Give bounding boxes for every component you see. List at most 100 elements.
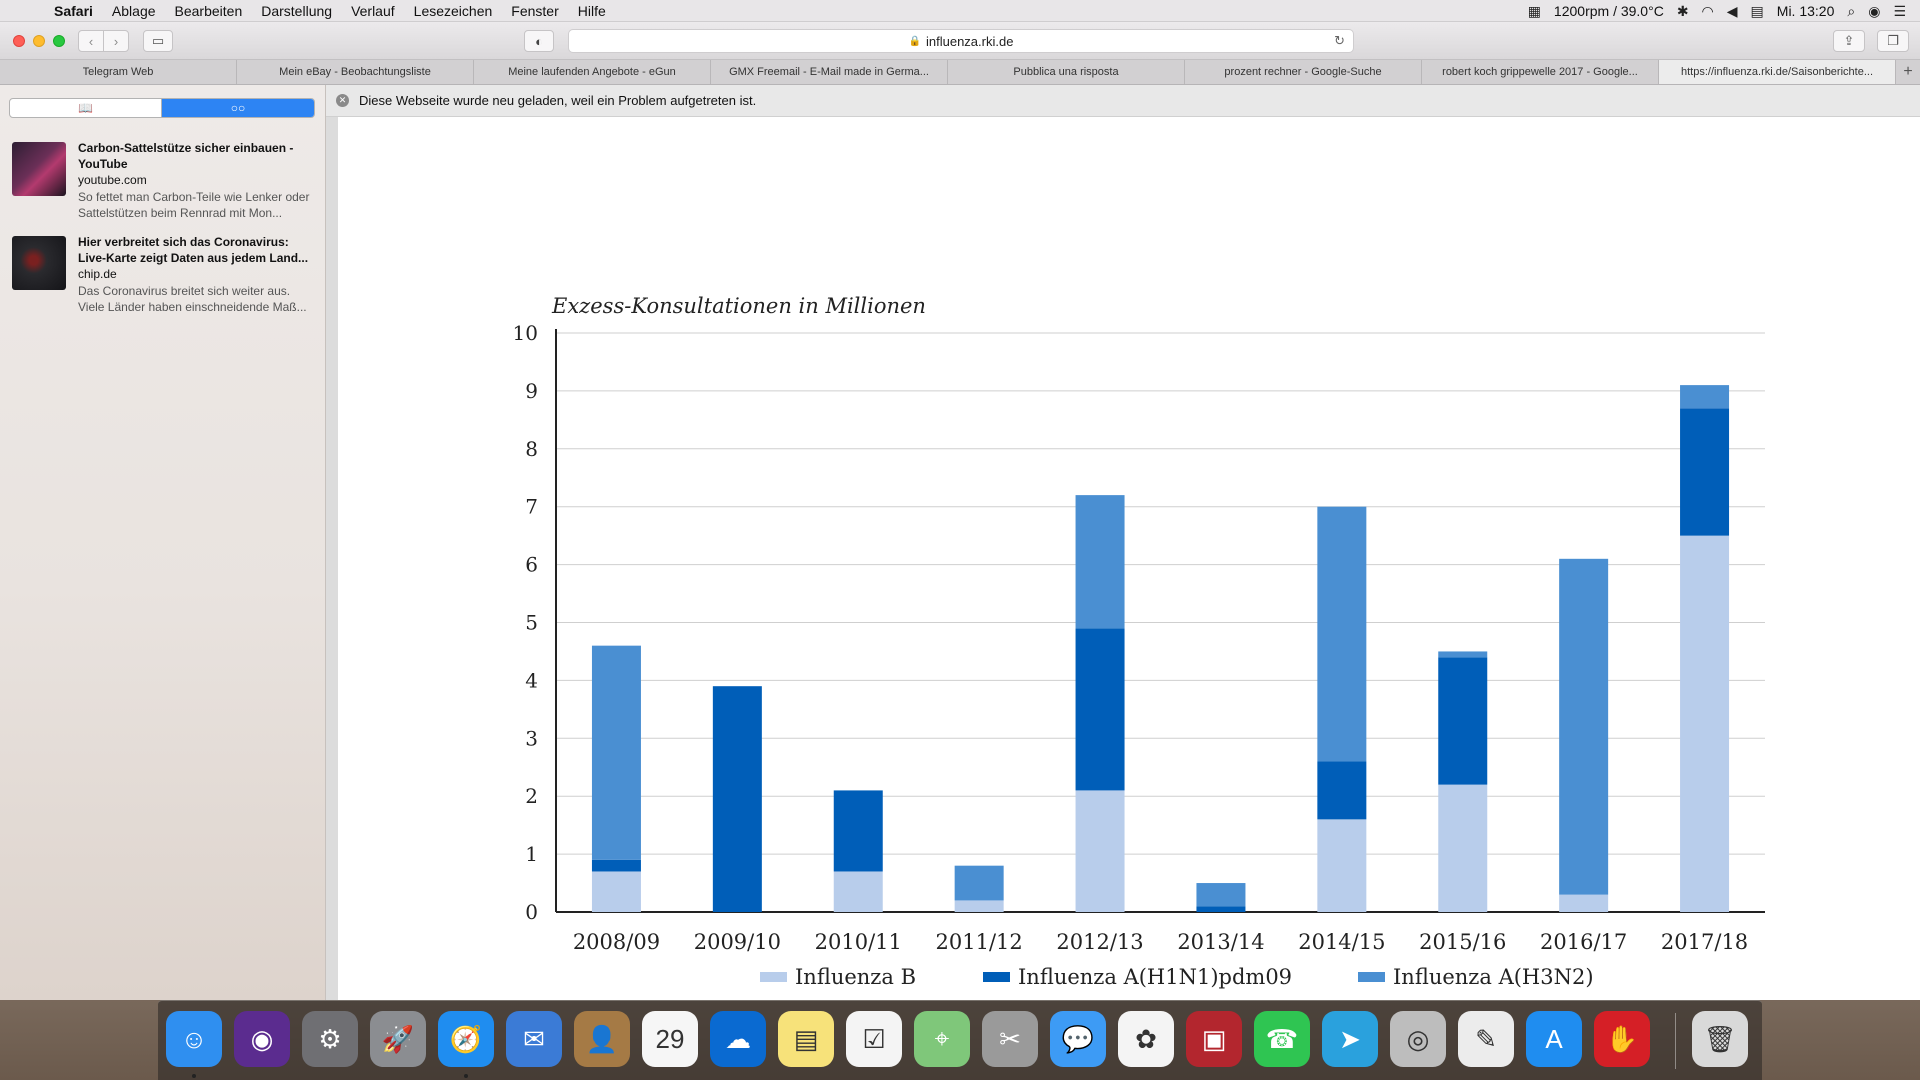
tab-label: GMX Freemail - E-Mail made in Germa... (729, 66, 929, 78)
new-tab-button[interactable]: + (1903, 63, 1913, 80)
calendar-icon[interactable]: 29 (642, 1011, 698, 1067)
legend-label: Influenza B (795, 965, 916, 989)
tab-bar: Telegram Web Mein eBay - Beobachtungslis… (0, 60, 1920, 85)
screenshot-icon[interactable]: ✂ (982, 1011, 1038, 1067)
close-icon[interactable]: ✕ (336, 94, 349, 107)
address-url: influenza.rki.de (926, 33, 1014, 49)
contacts-icon[interactable]: 👤 (574, 1011, 630, 1067)
window-fullscreen-button[interactable] (53, 35, 65, 47)
reading-list-tab-icon[interactable]: ○○ (162, 99, 314, 117)
y-tick-label: 5 (525, 611, 538, 635)
forward-button[interactable]: › (103, 30, 129, 52)
y-tick-label: 9 (525, 379, 538, 403)
photo-booth-icon[interactable]: ▣ (1186, 1011, 1242, 1067)
safari-icon[interactable]: 🧭 (438, 1011, 494, 1067)
launchpad-icon[interactable]: 🚀 (370, 1011, 426, 1067)
siri-menubar-icon[interactable]: ◉ (1868, 2, 1881, 19)
window-minimize-button[interactable] (33, 35, 45, 47)
textedit-icon[interactable]: ✎ (1458, 1011, 1514, 1067)
tab-label: Mein eBay - Beobachtungsliste (279, 66, 431, 78)
menu-hilfe[interactable]: Hilfe (577, 2, 606, 19)
volume-icon[interactable]: ◀ (1726, 2, 1738, 19)
address-bar[interactable]: 🔒 influenza.rki.de ↻ (568, 29, 1354, 53)
share-button[interactable]: ⇪ (1833, 30, 1865, 52)
notification-center-icon[interactable]: ☰ (1893, 2, 1906, 19)
menu-verlauf[interactable]: Verlauf (351, 2, 395, 19)
reading-list-title: Carbon-Sattelstütze sicher einbauen - Yo… (78, 141, 294, 171)
openoffice-icon[interactable]: ☁ (710, 1011, 766, 1067)
chart-title: Exzess-Konsultationen in Millionen (551, 294, 926, 318)
x-tick-label: 2010/11 (815, 930, 902, 954)
maps-icon[interactable]: ⌖ (914, 1011, 970, 1067)
menu-app-safari[interactable]: Safari (54, 2, 93, 19)
fan-status-text[interactable]: 1200rpm / 39.0°C (1553, 3, 1664, 19)
y-tick-label: 6 (525, 553, 538, 577)
spotlight-search-icon[interactable]: ⌕ (1847, 2, 1856, 19)
app-store-icon[interactable]: A (1526, 1011, 1582, 1067)
menu-lesezeichen[interactable]: Lesezeichen (413, 2, 493, 19)
menu-fenster[interactable]: Fenster (511, 2, 559, 19)
system-preferences-icon[interactable]: ⚙ (302, 1011, 358, 1067)
bookmarks-tab-icon[interactable]: 📖 (10, 99, 162, 117)
bar-segment-influenza-b (833, 871, 883, 912)
x-tick-label: 2008/09 (573, 930, 660, 954)
tab-overview-button[interactable]: ❐ (1877, 30, 1909, 52)
siri-icon[interactable]: ◉ (234, 1011, 290, 1067)
trash-icon[interactable]: 🗑 (1692, 1011, 1748, 1067)
menu-bar: Safari Ablage Bearbeiten Darstellung Ver… (0, 0, 1920, 22)
reading-list-title: Hier verbreitet sich das Coronavirus: Li… (78, 235, 309, 265)
wifi-icon[interactable]: ◠ (1701, 2, 1714, 19)
dvd-player-icon[interactable]: ◎ (1390, 1011, 1446, 1067)
sidebar-toggle-button[interactable]: ▭ (143, 30, 173, 52)
x-tick-label: 2009/10 (694, 930, 781, 954)
bar-segment-influenza-b (1317, 819, 1367, 912)
telegram-icon[interactable]: ➤ (1322, 1011, 1378, 1067)
bar-segment-influenza-a-h1n1-pdm09 (1317, 761, 1367, 820)
reload-notice-text: Diese Webseite wurde neu geladen, weil e… (359, 93, 757, 108)
y-tick-label: 8 (525, 437, 538, 461)
messages-icon[interactable]: 💬 (1050, 1011, 1106, 1067)
back-button[interactable]: ‹ (78, 30, 104, 52)
menubar-clock[interactable]: Mi. 13:20 (1776, 3, 1835, 19)
tab-ebay[interactable]: Mein eBay - Beobachtungsliste (237, 60, 474, 84)
bar-segment-influenza-b (954, 900, 1004, 912)
tab-telegram[interactable]: Telegram Web (0, 60, 237, 84)
adblock-icon[interactable]: ✋ (1594, 1011, 1650, 1067)
sidebar: 📖 ○○ Carbon-Sattelstütze sicher einbauen… (0, 85, 326, 1000)
tab-pubblica[interactable]: Pubblica una risposta (948, 60, 1185, 84)
browser-toolbar: ‹ › ▭ ◐ 🔒 influenza.rki.de ↻ ⇪ ❐ (0, 22, 1920, 60)
reading-list-description: So fettet man Carbon-Teile wie Lenker od… (78, 190, 310, 220)
running-indicator (192, 1074, 196, 1078)
tab-egun[interactable]: Meine laufenden Angebote - eGun (474, 60, 711, 84)
x-tick-label: 2011/12 (936, 930, 1023, 954)
mail-icon[interactable]: ✉ (506, 1011, 562, 1067)
reminders-icon[interactable]: ☑ (846, 1011, 902, 1067)
bar-segment-influenza-a-h3n2- (1196, 883, 1246, 907)
reload-icon[interactable]: ↻ (1334, 33, 1345, 48)
tab-prozent-rechner[interactable]: prozent rechner - Google-Suche (1185, 60, 1422, 84)
keyboard-icon[interactable]: ▤ (1750, 2, 1764, 19)
reading-list-item[interactable]: Carbon-Sattelstütze sicher einbauen - Yo… (12, 141, 318, 232)
legend-label: Influenza A(H3N2) (1393, 965, 1594, 989)
finder-icon[interactable]: ☺ (166, 1011, 222, 1067)
menu-darstellung[interactable]: Darstellung (261, 2, 333, 19)
reading-list-thumbnail (12, 236, 66, 290)
bar-segment-influenza-a-h3n2- (591, 645, 641, 860)
reading-list-item[interactable]: Hier verbreitet sich das Coronavirus: Li… (12, 235, 318, 326)
menu-bearbeiten[interactable]: Bearbeiten (174, 2, 243, 19)
bluetooth-icon[interactable]: ✱ (1676, 2, 1689, 19)
photos-icon[interactable]: ✿ (1118, 1011, 1174, 1067)
tab-rki-active[interactable]: https://influenza.rki.de/Saisonberichte.… (1659, 60, 1896, 84)
bar-segment-influenza-a-h3n2- (954, 865, 1004, 901)
tab-robert-koch[interactable]: robert koch grippewelle 2017 - Google... (1422, 60, 1659, 84)
bar-segment-influenza-a-h3n2- (1438, 651, 1488, 658)
y-tick-label: 1 (525, 842, 538, 866)
tab-gmx[interactable]: GMX Freemail - E-Mail made in Germa... (711, 60, 948, 84)
privacy-extension-icon[interactable]: ◐ (524, 30, 554, 52)
window-close-button[interactable] (13, 35, 25, 47)
reading-list-domain: youtube.com (78, 173, 147, 187)
facetime-icon[interactable]: ☎ (1254, 1011, 1310, 1067)
menu-ablage[interactable]: Ablage (111, 2, 156, 19)
notes-icon[interactable]: ▤ (778, 1011, 834, 1067)
fan-monitor-icon[interactable]: ▦ (1527, 2, 1541, 19)
